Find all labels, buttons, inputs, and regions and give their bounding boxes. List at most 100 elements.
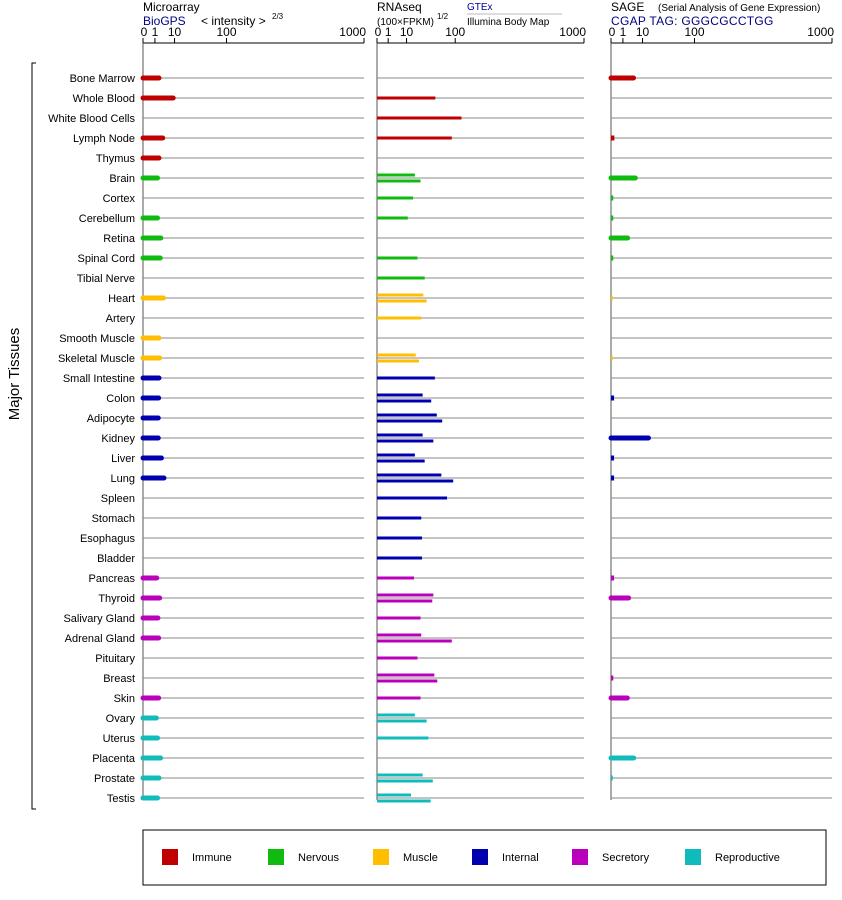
microarray-bar-base <box>143 795 146 801</box>
microarray-bar-base <box>143 95 146 101</box>
rnaseq-unit-note: (100×FPKM) <box>377 17 434 28</box>
tissue-label: Colon <box>106 393 135 405</box>
rnaseq-bar <box>377 773 423 777</box>
microarray-bar-base <box>143 595 146 601</box>
tissue-label: Adrenal Gland <box>65 633 135 645</box>
microarray-bar-base <box>143 775 146 781</box>
rnaseq-bar <box>377 736 429 740</box>
legend-label-immune: Immune <box>192 852 232 864</box>
rnaseq-bar <box>377 576 414 580</box>
rnaseq-title: RNAseq <box>377 0 422 14</box>
microarray-bar-base <box>143 75 146 81</box>
sage-tick-label: 1000 <box>807 25 834 39</box>
microarray-bar-base <box>143 695 146 701</box>
tissue-label: Breast <box>103 673 135 685</box>
microarray-bar-base <box>143 735 146 741</box>
microarray-bar-base <box>143 475 146 481</box>
rnaseq-bar <box>377 616 421 620</box>
rnaseq-bar <box>377 639 452 643</box>
rnaseq-bar <box>377 793 412 797</box>
rnaseq-tick-label: 1000 <box>559 25 586 39</box>
microarray-tick-label: 10 <box>168 25 182 39</box>
rnaseq-bar <box>377 256 418 260</box>
rnaseq-bar <box>377 419 443 423</box>
rnaseq-bar <box>377 413 437 417</box>
sage-tick-label: 0 <box>609 25 616 39</box>
tissue-label: Testis <box>107 793 136 805</box>
tissue-label: Liver <box>111 453 135 465</box>
legend-label-secretory: Secretory <box>602 852 650 864</box>
microarray-intensity-note: < intensity > <box>201 14 266 28</box>
rnaseq-bar <box>377 453 415 457</box>
rnaseq-bar <box>377 656 418 660</box>
microarray-tick-label: 0 <box>141 25 148 39</box>
legend-swatch-immune <box>162 849 178 865</box>
rnaseq-bar <box>377 496 448 500</box>
cgap-tag-link[interactable]: CGAP TAG: GGGCGCCTGG <box>611 14 774 28</box>
microarray-bar-base <box>143 635 146 641</box>
tissue-label: Thyroid <box>98 593 135 605</box>
microarray-bar-base <box>143 255 146 261</box>
legend-swatch-secretory <box>572 849 588 865</box>
microarray-title: Microarray <box>143 0 200 14</box>
rnaseq-bar <box>377 393 423 397</box>
biogps-link[interactable]: BioGPS <box>143 14 186 28</box>
rnaseq-bar <box>377 713 415 717</box>
tissue-label: Cortex <box>103 193 136 205</box>
microarray-bar-base <box>143 335 146 341</box>
sage-tick-label: 1 <box>620 25 627 39</box>
sage-title: SAGE <box>611 0 644 14</box>
rnaseq-bar <box>377 473 442 477</box>
rnaseq-bar <box>377 136 452 140</box>
tissue-label: Spinal Cord <box>78 253 135 265</box>
tissue-label: Whole Blood <box>73 93 135 105</box>
legend-label-nervous: Nervous <box>298 852 339 864</box>
rnaseq-bar <box>377 536 422 540</box>
sage-tick-label: 100 <box>684 25 704 39</box>
tissue-label: Bladder <box>97 553 135 565</box>
microarray-bar-base <box>143 235 146 241</box>
rnaseq-tick-label: 10 <box>400 25 414 39</box>
rnaseq-bar <box>377 479 454 483</box>
tissue-label: Skin <box>114 693 135 705</box>
rnaseq-bar <box>377 599 433 603</box>
rnaseq-bar <box>377 116 462 120</box>
tissue-label: Prostate <box>94 773 135 785</box>
microarray-power: 2/3 <box>272 12 284 21</box>
rnaseq-bar <box>377 376 435 380</box>
tissue-label: Retina <box>103 233 136 245</box>
tissue-label: Esophagus <box>80 533 136 545</box>
rnaseq-bar <box>377 433 423 437</box>
microarray-bar-base <box>143 435 146 441</box>
rnaseq-bar <box>377 556 422 560</box>
rnaseq-bar <box>377 359 420 363</box>
microarray-bar-base <box>143 715 146 721</box>
tissue-label: Thymus <box>96 153 136 165</box>
tissue-label: Spleen <box>101 493 135 505</box>
rnaseq-power: 1/2 <box>437 12 449 21</box>
microarray-tick-label: 1 <box>152 25 159 39</box>
gtex-link[interactable]: GTEx <box>467 2 493 13</box>
rnaseq-bar <box>377 196 414 200</box>
rnaseq-bar <box>377 276 425 280</box>
rnaseq-bar <box>377 173 415 177</box>
rnaseq-bar <box>377 593 434 597</box>
tissue-label: Kidney <box>101 433 135 445</box>
legend-swatch-reproductive <box>685 849 701 865</box>
tissue-label: Placenta <box>92 753 136 765</box>
legend-swatch-nervous <box>268 849 284 865</box>
tissue-label: Adipocyte <box>87 413 135 425</box>
tissue-label: Bone Marrow <box>70 73 135 85</box>
tissue-label: Tibial Nerve <box>77 273 135 285</box>
tissue-label: Stomach <box>92 513 135 525</box>
legend-label-muscle: Muscle <box>403 852 438 864</box>
microarray-bar-base <box>143 415 146 421</box>
tissue-label: Lymph Node <box>73 133 135 145</box>
tissue-label: Uterus <box>103 733 136 745</box>
rnaseq-tick-label: 100 <box>445 25 465 39</box>
rnaseq-bar <box>377 439 434 443</box>
microarray-bar-base <box>143 355 146 361</box>
microarray-bar-base <box>143 455 146 461</box>
tissue-rows: Bone Marrow Whole Blood White Blood Cells L… <box>48 73 832 805</box>
